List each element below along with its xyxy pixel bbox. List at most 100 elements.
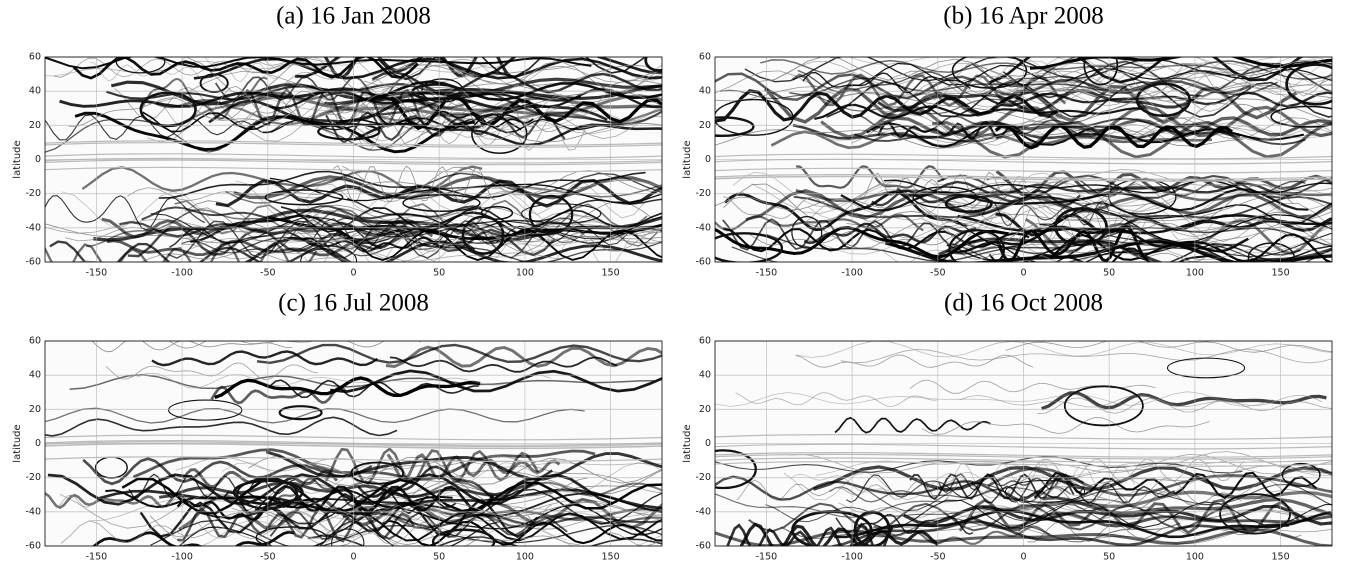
ridge-line [389, 356, 618, 373]
ridge-line [736, 479, 971, 503]
faint-line [45, 456, 662, 463]
faint-line [45, 439, 662, 446]
ridge-line [45, 492, 189, 510]
y-tick-label: -20 [695, 188, 711, 199]
faint-line [715, 173, 1332, 180]
x-tick-label: -100 [841, 268, 863, 279]
ridge-line [293, 228, 662, 252]
eddy [1063, 385, 1144, 427]
ridge-line [151, 350, 379, 367]
ridge-line [765, 503, 1110, 523]
ridge-line [324, 447, 540, 485]
ridge-line [310, 64, 662, 94]
eddy [471, 113, 528, 155]
ridge-line [379, 524, 662, 546]
y-tick-label: -40 [695, 222, 711, 233]
ridge-line [956, 117, 1332, 140]
panel: (b) 16 Apr 2008 -150 -100 -50 0 50 100 150 -60 -4… [682, 3, 1333, 279]
ridge-line [215, 178, 662, 208]
x-tick-label: 150 [602, 552, 620, 563]
ridge-line [1031, 488, 1332, 513]
ridge-line [802, 71, 971, 94]
panel-title: (b) 16 Apr 2008 [943, 3, 1103, 30]
eddy [1083, 57, 1119, 86]
eddy [912, 186, 978, 209]
ridge-line [210, 385, 347, 405]
field-image [715, 341, 1332, 546]
ridge-line [834, 509, 1332, 539]
x-tick-label: 150 [602, 268, 620, 279]
eddy [521, 203, 602, 224]
field-image [45, 341, 662, 546]
eddy [1166, 357, 1246, 379]
ridge-line [58, 494, 220, 509]
ridge-line [269, 510, 568, 540]
x-tick-label: -50 [260, 268, 276, 279]
ridge-line [958, 244, 1205, 262]
ridge-line [884, 240, 1332, 262]
ridge-line [803, 222, 1332, 249]
x-tick-label: -150 [86, 552, 108, 563]
x-tick-label: -100 [841, 552, 863, 563]
ridge-line [1029, 57, 1332, 70]
axes-frame [44, 56, 663, 263]
ridge-line [922, 417, 1210, 436]
ridge-line [840, 188, 1309, 212]
y-tick-label: 40 [699, 86, 711, 97]
ridge-line [119, 220, 584, 238]
ridge-line [820, 104, 1332, 139]
ridge-line [333, 165, 496, 204]
ridge-line [155, 91, 472, 110]
ridge-line [723, 183, 1294, 223]
x-tick-label: 0 [1020, 552, 1026, 563]
eddy [421, 78, 464, 103]
x-tick-label: 0 [350, 552, 356, 563]
faint-line [45, 141, 662, 148]
ridge-line [866, 482, 1332, 512]
faint-line [715, 175, 1332, 182]
ridge-line [140, 71, 662, 103]
ridge-line [45, 57, 592, 70]
eddy [1247, 242, 1296, 262]
ridge-line [68, 97, 378, 127]
ridge-line [802, 196, 1090, 225]
y-tick-label: -60 [25, 541, 41, 552]
eddy [1054, 207, 1108, 247]
faint-line [45, 166, 662, 173]
ridge-line [872, 217, 1332, 239]
faint-line [715, 153, 1332, 160]
ridge-line [174, 199, 648, 235]
panel: (a) 16 Jan 2008 -150 -100 -50 0 50 100 150 -60 -4… [12, 3, 663, 279]
ridge-line [270, 179, 662, 196]
ridge-line [937, 238, 1332, 262]
y-tick-label: 60 [29, 52, 41, 63]
ridge-line [49, 240, 353, 262]
ridge-line [959, 394, 1323, 408]
ridge-line [256, 343, 662, 365]
ridge-line [789, 77, 1278, 96]
ridge-line [953, 508, 1332, 526]
ridge-line [61, 191, 559, 228]
eddy [411, 83, 462, 101]
ridge-line [987, 466, 1332, 497]
axes-frame [44, 340, 663, 547]
ridge-line [1044, 465, 1332, 488]
eddy [715, 232, 784, 262]
eddy [1135, 82, 1191, 118]
ridge-line [181, 240, 482, 257]
eddy [644, 57, 662, 72]
y-tick-label: 0 [35, 438, 41, 449]
ridge-line [1005, 341, 1332, 353]
ridge-line [1041, 391, 1327, 411]
ridge-line [385, 345, 662, 368]
faint-line [45, 140, 662, 147]
eddy [236, 477, 298, 510]
y-tick-label: -20 [695, 472, 711, 483]
ridge-line [871, 116, 1332, 138]
axes-frame [714, 340, 1333, 547]
ridge-line [735, 392, 938, 407]
ridge-line [45, 195, 206, 231]
ridge-line [1049, 99, 1290, 126]
ridge-line [382, 84, 662, 114]
ridge-line [295, 57, 662, 78]
